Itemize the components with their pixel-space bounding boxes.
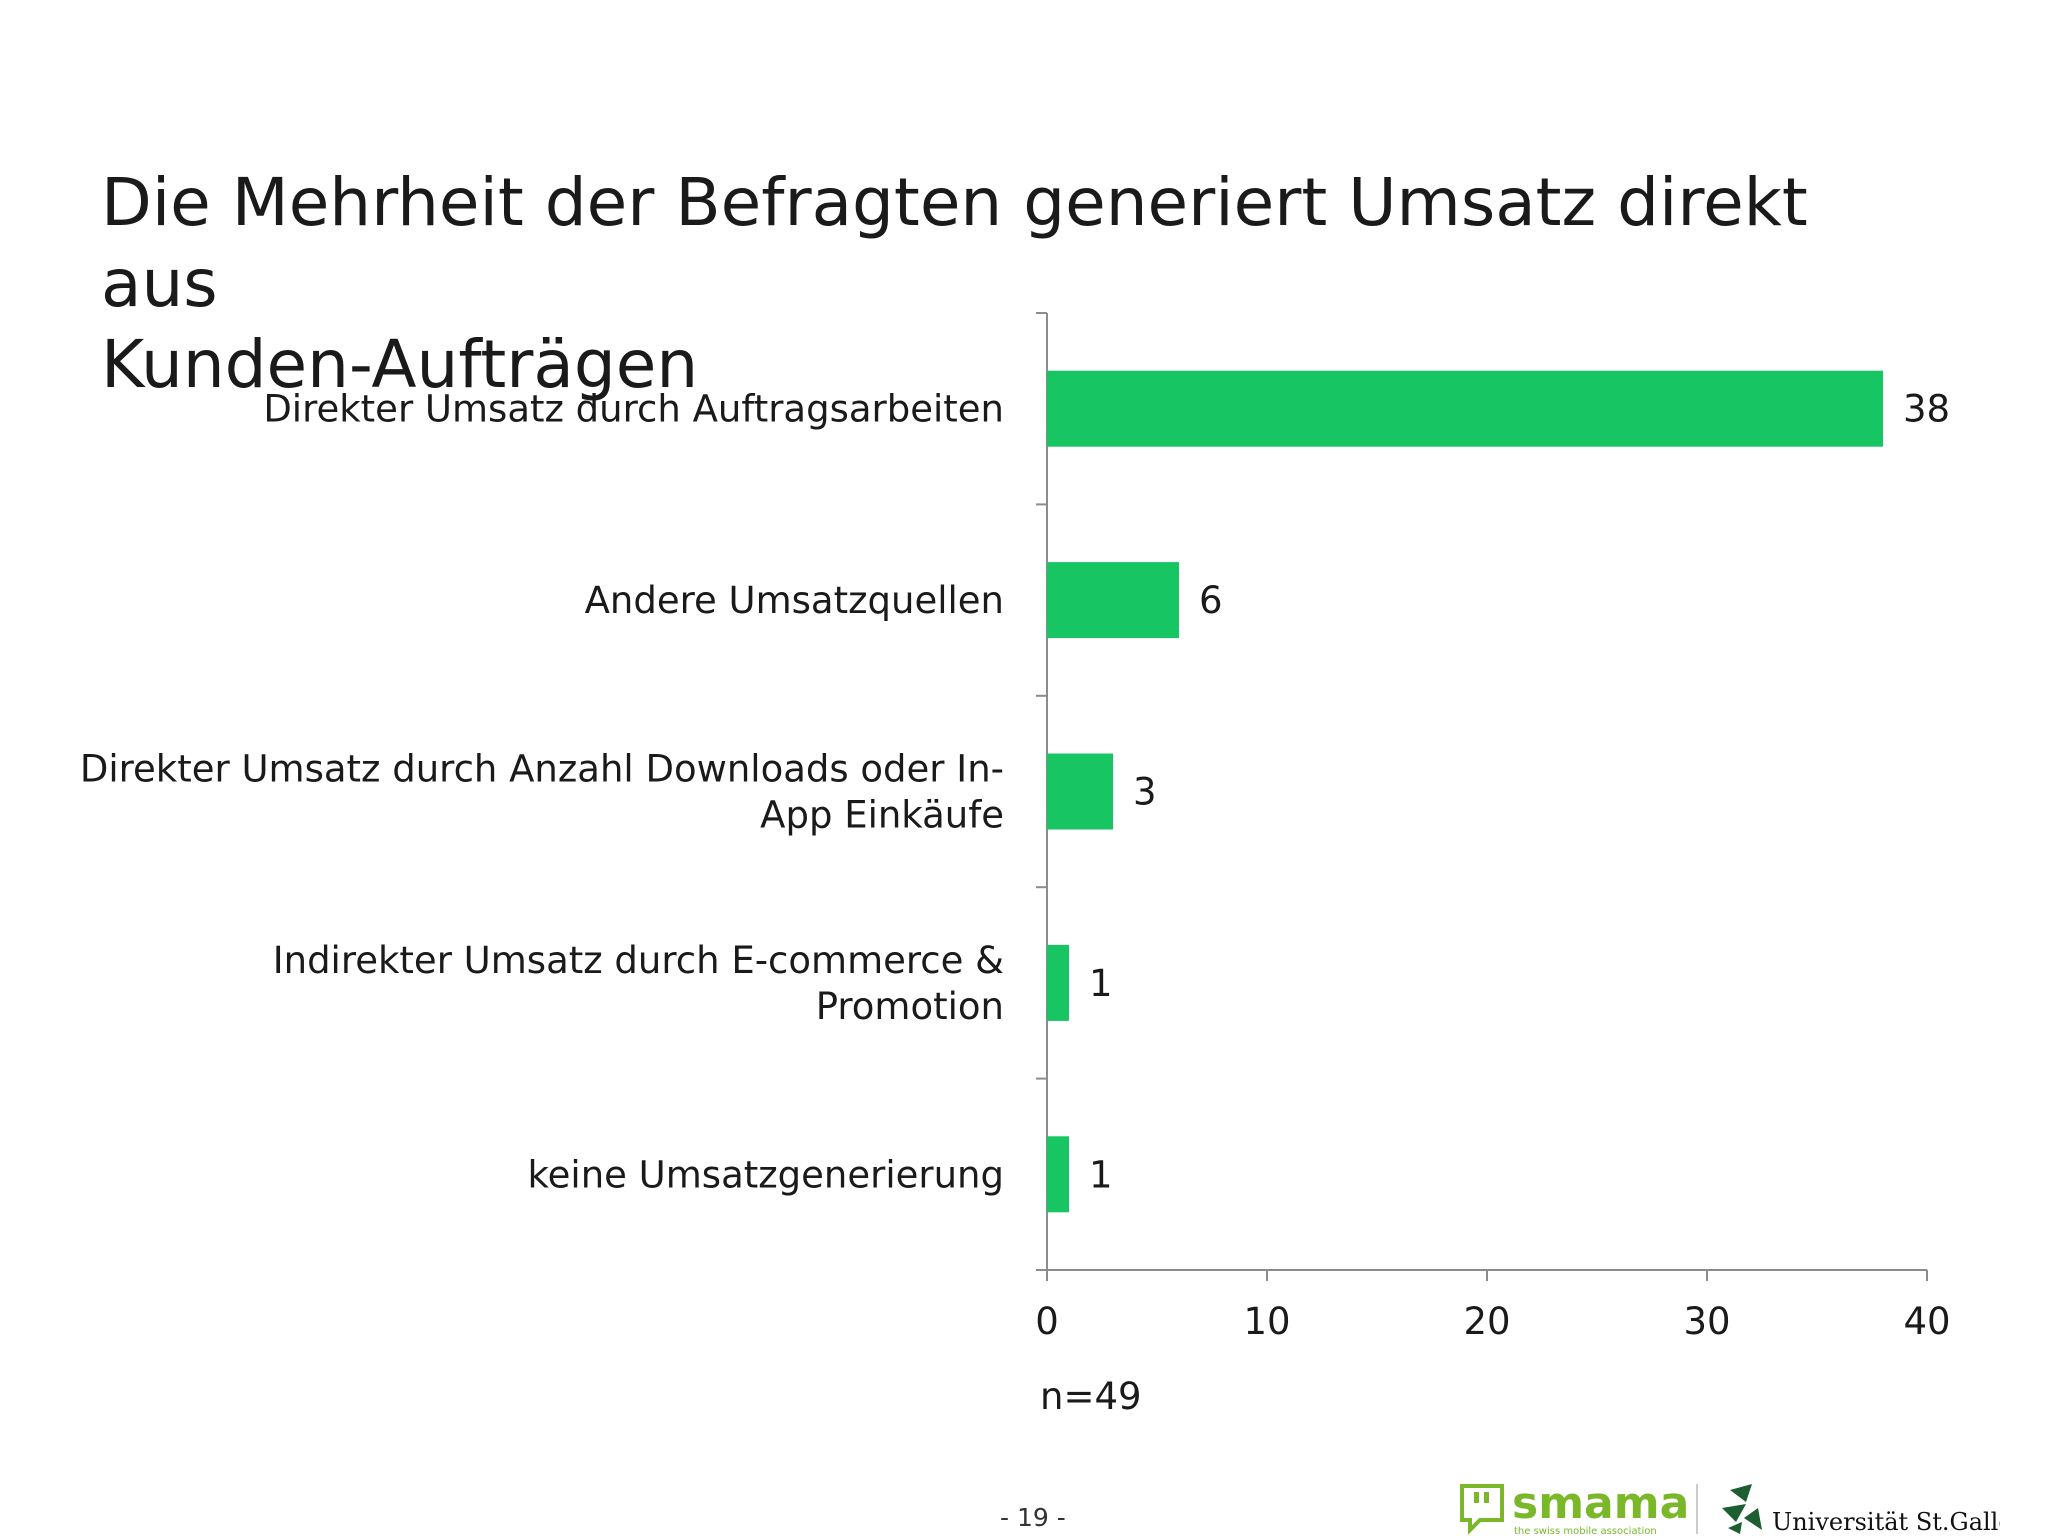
category-label-line: keine Umsatzgenerierung	[528, 1153, 1004, 1196]
smama-logo: smama the swiss mobile association	[1460, 1478, 1689, 1536]
category-label-line: App Einkäufe	[760, 794, 1004, 837]
category-label-line: Indirekter Umsatz durch E-commerce &	[273, 939, 1004, 982]
footer-logos: smama the swiss mobile association Unive…	[1460, 1478, 2000, 1536]
slide-title: Die Mehrheit der Befragten generiert Ums…	[101, 162, 1941, 405]
x-tick-label: 40	[1903, 1300, 1950, 1343]
unisg-logo-text: Universität St.Gallen	[1772, 1508, 2000, 1536]
sample-size-label: n=49	[1040, 1375, 1142, 1418]
category-label-line: Andere Umsatzquellen	[585, 579, 1004, 622]
bar-value-label: 3	[1133, 771, 1157, 814]
bar	[1047, 1136, 1069, 1213]
unisg-logo: Universität St.Gallen	[1722, 1484, 2000, 1536]
bar	[1047, 753, 1113, 830]
smama-tagline: the swiss mobile association	[1514, 1526, 1657, 1536]
category-label-line: Direkter Umsatz durch Anzahl Downloads o…	[80, 748, 1004, 791]
category-label-line: Direkter Umsatz durch Auftragsarbeiten	[263, 388, 1004, 431]
x-tick-label: 0	[1035, 1300, 1059, 1343]
speech-bubble-quote-icon	[1460, 1484, 1504, 1535]
bar	[1047, 562, 1179, 639]
bar-value-label: 1	[1089, 1153, 1113, 1196]
category-label: Andere Umsatzquellen	[585, 579, 1004, 622]
x-tick-label: 20	[1463, 1300, 1510, 1343]
category-label: keine Umsatzgenerierung	[528, 1153, 1004, 1196]
bar-value-label: 38	[1903, 388, 1950, 431]
slide-title-line-2: Kunden-Aufträgen	[101, 326, 699, 404]
page-number: - 19 -	[1000, 1503, 1066, 1532]
bar	[1047, 370, 1883, 447]
bar	[1047, 944, 1069, 1021]
category-label: Direkter Umsatz durch Auftragsarbeiten	[263, 388, 1004, 431]
x-tick-label: 10	[1243, 1300, 1290, 1343]
slide-title-line-1: Die Mehrheit der Befragten generiert Ums…	[101, 164, 1808, 323]
category-label: Direkter Umsatz durch Anzahl Downloads o…	[80, 748, 1004, 837]
bar-value-label: 1	[1089, 962, 1113, 1005]
x-tick-label: 30	[1683, 1300, 1730, 1343]
smama-logo-text: smama	[1512, 1478, 1689, 1529]
category-label: Indirekter Umsatz durch E-commerce & Prom…	[273, 939, 1004, 1028]
unisg-leaf-emblem-icon	[1722, 1484, 1762, 1534]
category-label-line: Promotion	[816, 985, 1004, 1028]
bar-value-label: 6	[1199, 579, 1223, 622]
